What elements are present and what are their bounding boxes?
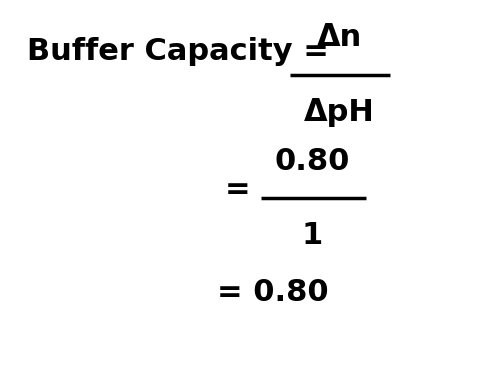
Text: Buffer Capacity =: Buffer Capacity = xyxy=(27,37,339,66)
Text: 0.80: 0.80 xyxy=(275,147,350,176)
Text: = 0.80: = 0.80 xyxy=(217,278,328,307)
Text: Δn: Δn xyxy=(317,23,362,52)
Text: ΔpH: ΔpH xyxy=(304,98,374,127)
Text: 1: 1 xyxy=(302,221,323,250)
Text: =: = xyxy=(224,174,250,204)
